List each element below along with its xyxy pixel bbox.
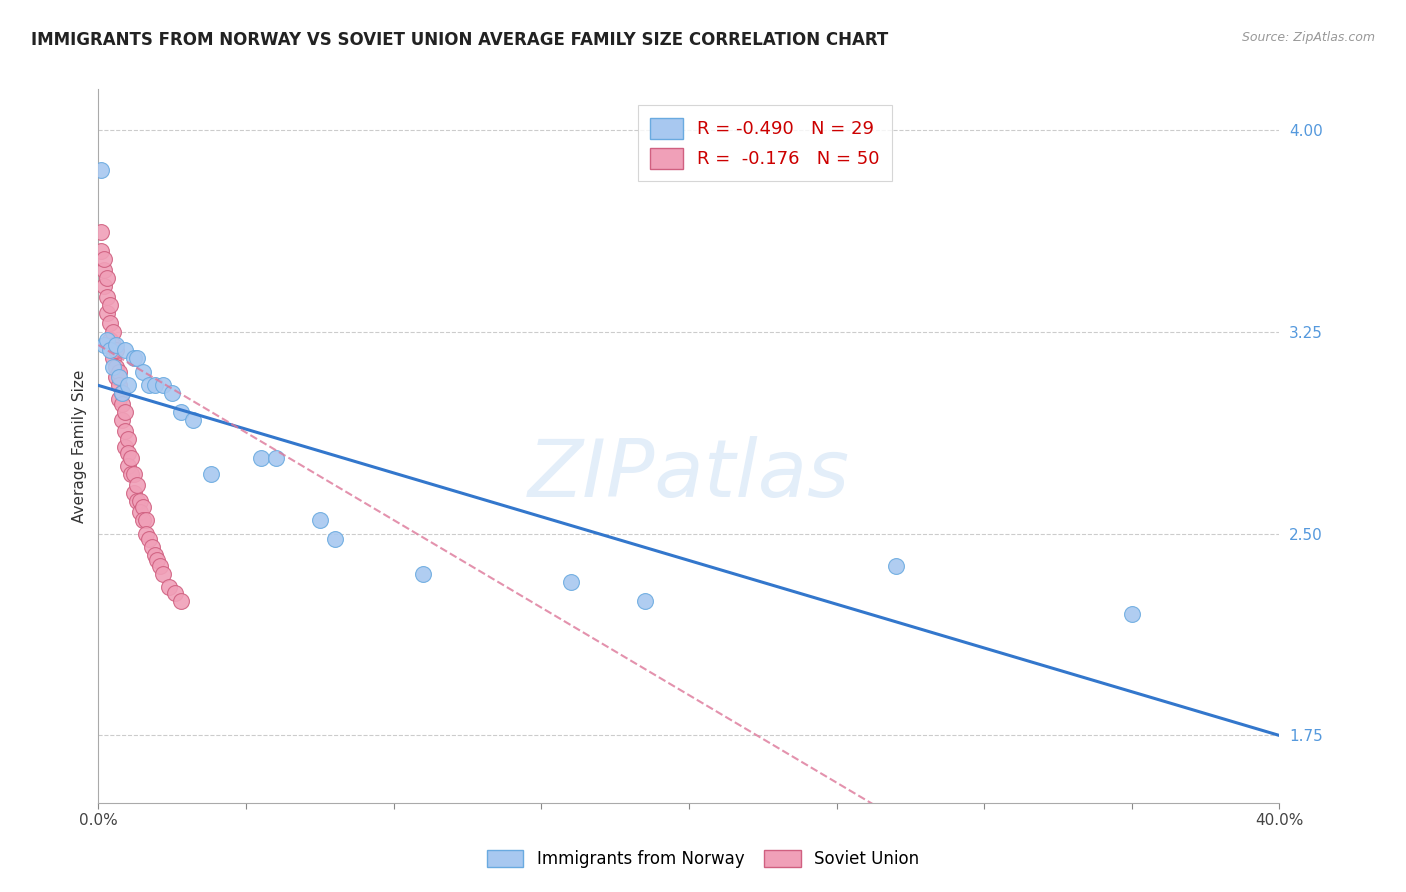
Point xyxy=(103,359,125,374)
Point xyxy=(103,351,125,366)
Point xyxy=(125,351,148,366)
Point xyxy=(117,459,139,474)
Point xyxy=(120,451,142,466)
Point xyxy=(96,333,118,347)
Point xyxy=(90,163,112,178)
Point xyxy=(143,378,166,392)
Point xyxy=(170,405,193,419)
Point xyxy=(138,532,160,546)
Point xyxy=(1121,607,1143,622)
Text: IMMIGRANTS FROM NORWAY VS SOVIET UNION AVERAGE FAMILY SIZE CORRELATION CHART: IMMIGRANTS FROM NORWAY VS SOVIET UNION A… xyxy=(31,31,889,49)
Point xyxy=(105,359,128,374)
Point xyxy=(98,317,121,331)
Point xyxy=(146,553,169,567)
Point xyxy=(170,594,193,608)
Point xyxy=(128,494,150,508)
Point xyxy=(90,225,112,239)
Point xyxy=(884,558,907,573)
Point xyxy=(152,566,174,581)
Point xyxy=(108,365,131,379)
Point xyxy=(132,513,155,527)
Point xyxy=(135,513,157,527)
Point xyxy=(143,548,166,562)
Point xyxy=(141,540,163,554)
Point xyxy=(103,338,125,352)
Point xyxy=(96,306,118,320)
Point xyxy=(93,262,115,277)
Point xyxy=(111,386,134,401)
Point xyxy=(138,378,160,392)
Point xyxy=(105,343,128,358)
Point xyxy=(98,298,121,312)
Point xyxy=(200,467,222,482)
Point xyxy=(157,580,180,594)
Point xyxy=(165,586,187,600)
Point xyxy=(105,370,128,384)
Point xyxy=(132,500,155,514)
Point xyxy=(108,392,131,406)
Point xyxy=(264,451,287,466)
Point xyxy=(105,338,128,352)
Point xyxy=(90,244,112,258)
Point xyxy=(96,270,118,285)
Point xyxy=(108,378,131,392)
Y-axis label: Average Family Size: Average Family Size xyxy=(72,369,87,523)
Point xyxy=(114,424,136,438)
Point xyxy=(132,365,155,379)
Point xyxy=(128,505,150,519)
Point xyxy=(122,486,145,500)
Point xyxy=(114,343,136,358)
Point xyxy=(93,338,115,352)
Point xyxy=(412,566,434,581)
Point xyxy=(108,370,131,384)
Point xyxy=(111,386,134,401)
Point xyxy=(125,494,148,508)
Point xyxy=(122,467,145,482)
Point xyxy=(103,325,125,339)
Point xyxy=(152,378,174,392)
Text: ZIPatlas: ZIPatlas xyxy=(527,435,851,514)
Point xyxy=(309,513,332,527)
Point xyxy=(120,467,142,482)
Point xyxy=(122,351,145,366)
Point xyxy=(114,405,136,419)
Point xyxy=(111,397,134,411)
Point xyxy=(162,386,183,401)
Point xyxy=(323,532,346,546)
Text: Source: ZipAtlas.com: Source: ZipAtlas.com xyxy=(1241,31,1375,45)
Point xyxy=(117,432,139,446)
Point xyxy=(125,478,148,492)
Point xyxy=(96,289,118,303)
Point xyxy=(135,526,157,541)
Legend: Immigrants from Norway, Soviet Union: Immigrants from Norway, Soviet Union xyxy=(479,843,927,875)
Point xyxy=(149,558,172,573)
Point xyxy=(117,446,139,460)
Point xyxy=(93,252,115,266)
Point xyxy=(114,441,136,455)
Point xyxy=(111,413,134,427)
Point xyxy=(93,278,115,293)
Point xyxy=(117,378,139,392)
Point xyxy=(250,451,273,466)
Legend: R = -0.490   N = 29, R =  -0.176   N = 50: R = -0.490 N = 29, R = -0.176 N = 50 xyxy=(638,105,893,181)
Point xyxy=(634,594,657,608)
Point xyxy=(98,343,121,358)
Point xyxy=(98,333,121,347)
Point xyxy=(181,413,204,427)
Point xyxy=(560,574,582,589)
